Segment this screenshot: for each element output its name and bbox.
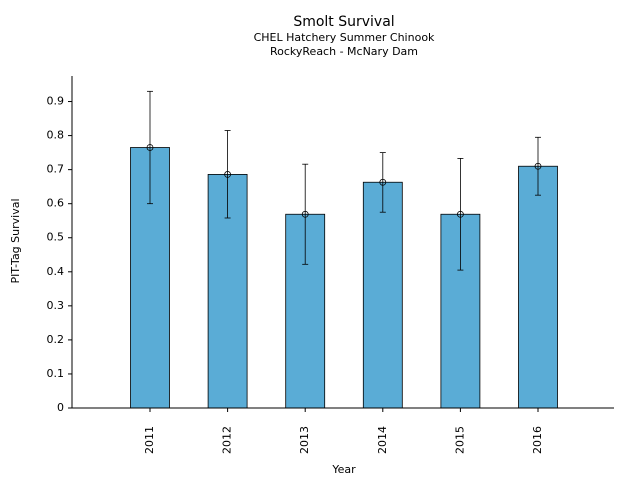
bar	[518, 165, 558, 409]
y-tick-label: 0.4	[47, 265, 65, 278]
y-tick-label: 0.3	[47, 299, 65, 312]
y-tick-label: 0.9	[47, 95, 65, 108]
chart-subtitle: CHEL Hatchery Summer Chinook	[254, 31, 435, 44]
y-tick-label: 0.1	[47, 367, 65, 380]
point-marker	[146, 144, 154, 151]
x-tick-label: 2013	[298, 426, 311, 454]
chart-title: Smolt Survival	[293, 14, 394, 30]
x-tick-label: 2016	[531, 426, 544, 454]
y-tick-label: 0.2	[47, 333, 65, 346]
point-marker	[534, 162, 542, 170]
x-tick-label: 2014	[376, 426, 389, 454]
bar	[362, 181, 403, 409]
point-marker	[301, 210, 309, 218]
x-tick-label: 2012	[221, 426, 234, 454]
point-marker	[224, 171, 232, 178]
x-axis-label: Year	[331, 463, 356, 476]
y-axis-label: PIT-Tag Survival	[9, 198, 22, 283]
y-tick-label: 0.7	[47, 163, 65, 176]
x-tick-label: 2015	[453, 426, 466, 454]
x-tick-label: 2011	[143, 426, 156, 454]
point-marker	[379, 178, 387, 186]
y-tick-label: 0.6	[47, 197, 65, 210]
chart-subtitle: RockyReach - McNary Dam	[270, 45, 418, 58]
point-marker	[456, 210, 464, 218]
y-tick-label: 0	[57, 401, 64, 414]
y-tick-label: 0.5	[47, 231, 65, 244]
y-tick-label: 0.8	[47, 129, 65, 142]
